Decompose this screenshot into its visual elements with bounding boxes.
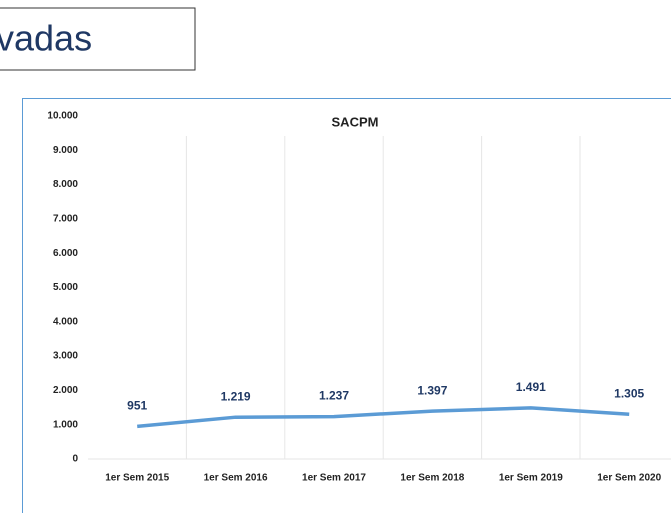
y-tick-label: 3.000 [53, 351, 78, 362]
y-tick-label: 0 [72, 454, 78, 465]
x-tick-label: 1er Sem 2015 [105, 473, 169, 484]
data-label: 951 [127, 399, 147, 413]
x-tick-label: 1er Sem 2019 [499, 473, 563, 484]
data-label: 1.397 [417, 383, 447, 397]
y-tick-label: 8.000 [53, 179, 78, 190]
chart-frame [22, 98, 671, 513]
x-tick-label: 1er Sem 2016 [204, 473, 268, 484]
chart-title: SACPM [332, 114, 379, 129]
data-label: 1.491 [516, 380, 546, 394]
data-label: 1.237 [319, 389, 349, 403]
x-tick-label: 1er Sem 2020 [597, 473, 661, 484]
y-tick-label: 1.000 [53, 419, 78, 430]
y-tick-label: 10.000 [47, 111, 78, 122]
y-tick-label: 9.000 [53, 145, 78, 156]
data-label: 1.219 [221, 389, 251, 403]
y-tick-label: 5.000 [53, 282, 78, 293]
header-box [0, 7, 196, 71]
header-title: vadas [0, 18, 92, 59]
x-tick-label: 1er Sem 2017 [302, 473, 366, 484]
y-tick-label: 7.000 [53, 214, 78, 225]
y-tick-label: 2.000 [53, 385, 78, 396]
data-label: 1.305 [614, 386, 644, 400]
x-tick-label: 1er Sem 2018 [400, 473, 464, 484]
line-series [137, 406, 630, 429]
y-tick-label: 6.000 [53, 248, 78, 259]
y-tick-label: 4.000 [53, 316, 78, 327]
